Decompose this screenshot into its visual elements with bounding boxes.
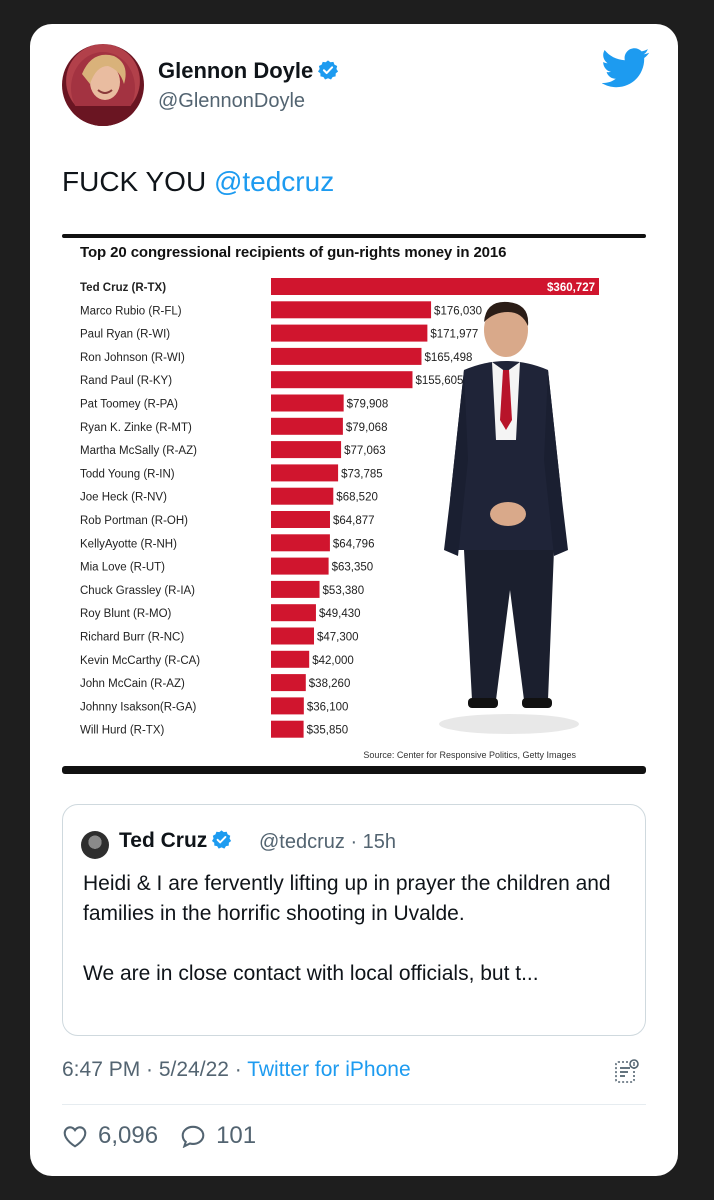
bar-category-label: Johnny Isakson(R-GA) [80, 701, 196, 713]
twitter-bird-icon [602, 48, 650, 88]
bar-value-label: $36,100 [307, 701, 349, 713]
quoted-author-avatar[interactable] [81, 831, 109, 859]
bar-category-label: Paul Ryan (R-WI) [80, 329, 170, 341]
bar-category-label: Joe Heck (R-NV) [80, 492, 167, 504]
bar-value-label: $77,063 [344, 445, 386, 457]
quoted-paragraph-2: We are in close contact with local offic… [83, 962, 539, 985]
replies-count: 101 [216, 1122, 257, 1149]
bar-category-label: John McCain (R-AZ) [80, 678, 185, 690]
bar [271, 324, 428, 342]
bar-value-label: $49,430 [319, 608, 361, 620]
bar-category-label: Kevin McCarthy (R-CA) [80, 655, 200, 667]
verified-badge-icon [212, 830, 232, 849]
likes-count: 6,096 [98, 1122, 159, 1149]
bar-category-label: Rob Portman (R-OH) [80, 515, 188, 527]
bar-value-label: $171,977 [430, 329, 478, 341]
bar-value-label: $35,850 [307, 725, 349, 737]
mention-link[interactable]: @tedcruz [213, 166, 335, 197]
chart-title: Top 20 congressional recipients of gun-r… [80, 244, 507, 261]
quoted-paragraph-1: Heidi & I are fervently lifting up in pr… [83, 872, 611, 925]
person-photo-image [439, 301, 579, 734]
bar-chart: Ted Cruz (R-TX) $360,727 Marco Rubio (R-FL… [80, 278, 599, 738]
bar-value-label: $42,000 [312, 655, 354, 667]
bar-value-label: $38,260 [309, 678, 351, 690]
author-handle[interactable]: @GlennonDoyle [158, 90, 306, 112]
bar-value-label: $63,350 [332, 562, 374, 574]
bar-value-label: $79,908 [347, 399, 389, 411]
bar [271, 650, 310, 668]
bar [271, 720, 304, 738]
quoted-handle-time[interactable]: @tedcruz · 15h [259, 831, 397, 853]
bar-category-label: Chuck Grassley (R-IA) [80, 585, 195, 597]
bar [271, 394, 344, 412]
bar-value-label: $176,030 [434, 305, 482, 317]
chart-source: Source: Center for Responsive Politics, … [363, 750, 576, 760]
heart-icon [63, 1126, 87, 1148]
tweet-text: FUCK YOU @tedcruz [62, 166, 335, 197]
bar-category-label: Mia Love (R-UT) [80, 562, 165, 574]
quoted-tweet-text: Heidi & I are fervently lifting up in pr… [83, 869, 631, 989]
author-avatar[interactable] [62, 44, 144, 126]
bar-category-label: Pat Toomey (R-PA) [80, 399, 178, 411]
bar [271, 278, 599, 295]
bar-value-label: $53,380 [323, 585, 365, 597]
quoted-author-name[interactable]: Ted Cruz [119, 829, 232, 853]
bar-value-label: $360,727 [547, 282, 595, 294]
bar [271, 347, 422, 365]
bar [271, 301, 432, 319]
tweet-card: Glennon Doyle @GlennonDoyle FUCK YOU @te… [30, 24, 678, 1176]
bar-value-label: $68,520 [336, 492, 378, 504]
bar [271, 674, 306, 692]
bar-category-label: KellyAyotte (R-NH) [80, 538, 177, 550]
bar-category-label: Rand Paul (R-KY) [80, 375, 172, 387]
bar-category-label: Ted Cruz (R-TX) [80, 282, 166, 294]
engagement-stats: 6,096 101 [62, 1122, 278, 1150]
bar [271, 371, 413, 389]
bar-value-label: $64,796 [333, 538, 375, 550]
analytics-icon[interactable] [614, 1058, 640, 1086]
bar [271, 417, 343, 435]
bar-category-label: Ryan K. Zinke (R-MT) [80, 422, 192, 434]
bar-value-label: $79,068 [346, 422, 388, 434]
reply-bubble-icon [181, 1125, 205, 1148]
verified-badge-icon [318, 60, 339, 80]
tweet-source-link[interactable]: Twitter for iPhone [247, 1058, 411, 1081]
bar-category-label: Richard Burr (R-NC) [80, 632, 184, 644]
divider [62, 1104, 646, 1105]
bar [271, 534, 330, 552]
bar-value-label: $155,605 [415, 375, 463, 387]
bar-category-label: Martha McSally (R-AZ) [80, 445, 197, 457]
bar [271, 697, 304, 715]
bar [271, 441, 342, 459]
bar-category-label: Marco Rubio (R-FL) [80, 305, 182, 317]
chart-bottom-rule [62, 766, 646, 774]
bar-category-label: Will Hurd (R-TX) [80, 725, 164, 737]
bar [271, 580, 320, 598]
bar-category-label: Ron Johnson (R-WI) [80, 352, 185, 364]
bar-category-label: Todd Young (R-IN) [80, 468, 175, 480]
bar [271, 557, 329, 575]
bar [271, 487, 334, 505]
bar-value-label: $165,498 [424, 352, 472, 364]
likes-stat[interactable]: 6,096 [62, 1122, 158, 1150]
bar [271, 627, 315, 645]
chart-top-rule [62, 234, 646, 238]
tweet-image-chart[interactable]: Top 20 congressional recipients of gun-r… [62, 234, 646, 774]
bar-value-label: $73,785 [341, 468, 383, 480]
bar [271, 511, 330, 528]
bar-value-label: $64,877 [333, 515, 375, 527]
bar-value-label: $47,300 [317, 632, 359, 644]
bar [271, 464, 339, 482]
tweet-meta: 6:47 PM · 5/24/22 · Twitter for iPhone [62, 1058, 411, 1082]
bar [271, 604, 316, 622]
author-name[interactable]: Glennon Doyle [158, 58, 339, 84]
quoted-tweet[interactable]: Ted Cruz @tedcruz · 15h Heidi & I are fe… [62, 804, 646, 1036]
replies-stat[interactable]: 101 [180, 1122, 256, 1150]
bar-category-label: Roy Blunt (R-MO) [80, 608, 172, 620]
tweet-timestamp[interactable]: 6:47 PM · 5/24/22 · [62, 1058, 248, 1081]
